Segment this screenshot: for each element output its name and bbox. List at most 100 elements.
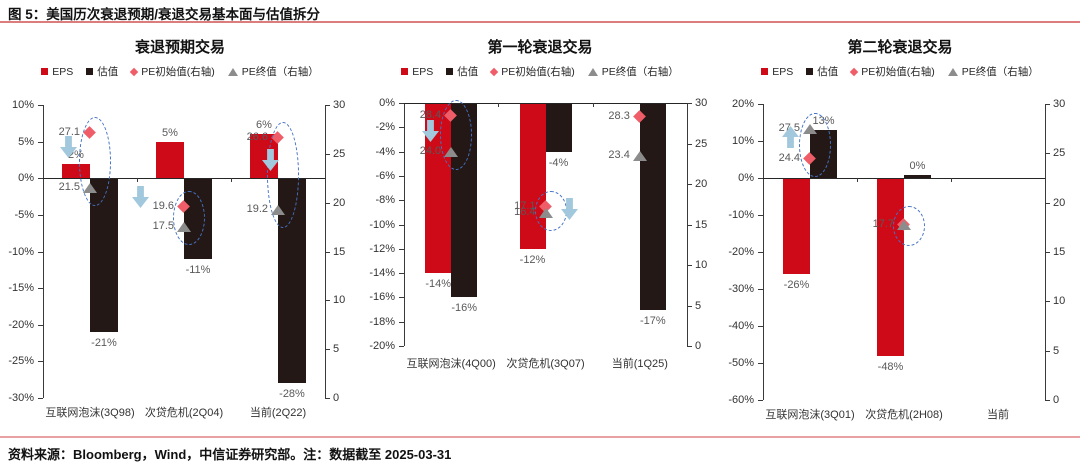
pe-end-label: 19.2 (246, 203, 268, 216)
plot-area: 10% 5% 0% -5% -10% -15% -20% -25% -30% 30 25 20 15 10… (0, 0, 360, 440)
highlight-ellipse (893, 206, 925, 247)
left-axis-tick (399, 176, 404, 177)
pe-end-label: 24.0 (419, 144, 442, 157)
left-axis-tick (758, 363, 763, 364)
pe-start-label: 28.4 (419, 108, 442, 121)
header-rule (0, 21, 1080, 23)
category-label: 次贷危机(3Q07) (506, 358, 585, 370)
highlight-ellipse (799, 112, 831, 178)
bar-value-label: 0% (909, 160, 926, 172)
pe-end-triangle-icon (227, 67, 238, 76)
valuation-bar (639, 103, 666, 310)
pe-end-label: 21.5 (58, 181, 80, 194)
right-axis-tick (325, 398, 330, 399)
bar-value-label: -28% (279, 388, 305, 401)
left-axis-tick (38, 105, 43, 106)
down-arrow-icon (262, 148, 279, 172)
right-axis-tick-label: 30 (333, 99, 346, 111)
left-axis-tick (758, 178, 763, 179)
right-axis-tick (1045, 301, 1050, 302)
right-axis-tick-label: 5 (1053, 345, 1060, 357)
right-axis-tick (325, 300, 330, 301)
legend-item: PE初始值(右轴) (490, 64, 575, 79)
legend-item: PE终值（右轴） (947, 64, 1039, 79)
chart-title: 衰退预期交易 (134, 39, 225, 56)
category-tick (951, 178, 952, 182)
right-axis-tick (687, 265, 692, 266)
legend-label: PE终值（右轴） (241, 66, 319, 78)
eps-square-icon (761, 68, 769, 75)
chart-panel-recession-expectation: 衰退预期交易 EPS 估值 PE初始值(右轴) PE终值（右轴） 10% 5% 0% -5%… (0, 0, 360, 440)
legend-label: 估值 (457, 66, 479, 78)
legend-label: EPS (52, 65, 74, 78)
legend-item: PE终值（右轴） (227, 64, 319, 79)
pe-start-label: 17.1 (514, 200, 536, 213)
right-axis-tick (1045, 351, 1050, 352)
category-tick (592, 103, 594, 107)
pe-start-label: 19.6 (152, 199, 174, 212)
legend-item: PE初始值(右轴) (850, 64, 935, 79)
right-axis-tick (687, 225, 692, 226)
left-axis-tick (758, 252, 763, 253)
category-label: 互联网泡沫(3Q01) (765, 409, 855, 421)
down-arrow-icon (132, 185, 149, 209)
left-axis-tick-label: -10% (369, 219, 395, 231)
right-axis-tick-label: 30 (1053, 98, 1066, 110)
pe-end-marker (632, 151, 647, 162)
right-axis-line (325, 105, 326, 398)
chart-title: 第一轮衰退交易 (487, 39, 593, 56)
right-axis-tick-label: 20 (333, 197, 346, 209)
right-axis-tick-label: 25 (695, 138, 708, 150)
left-axis-tick-label: -12% (369, 243, 395, 255)
legend-label: EPS (412, 65, 434, 78)
left-axis-tick (38, 142, 43, 143)
left-axis-line (763, 104, 764, 400)
bar-value-label: -14% (425, 278, 451, 291)
right-axis-tick (325, 203, 330, 204)
pe-end-label: 17.5 (152, 220, 174, 233)
chart-title: 第二轮衰退交易 (847, 39, 953, 56)
left-axis-line (43, 105, 44, 398)
right-axis-tick-label: 15 (695, 219, 708, 231)
left-axis-tick (758, 215, 763, 216)
left-axis-tick (758, 289, 763, 290)
left-axis-tick-label: -20% (728, 246, 754, 258)
pe-end-triangle-icon (587, 67, 598, 76)
legend-label: EPS (772, 65, 794, 78)
legend-label: PE初始值(右轴) (501, 66, 575, 78)
zero-axis-line (763, 177, 1045, 179)
right-axis-tick (687, 306, 692, 307)
plot-area: 0% -2% -4% -6% -8% -10% -12% -14% -16% -18% -20% 30… (360, 0, 720, 440)
left-axis-tick-label: -18% (369, 316, 395, 328)
bar-value-label: -16% (451, 302, 477, 315)
eps-square-icon (41, 68, 49, 75)
category-tick (231, 178, 232, 183)
left-axis-tick (38, 361, 43, 362)
right-axis-tick (687, 144, 692, 145)
zero-axis-line (43, 177, 325, 180)
legend-label: PE初始值(右轴) (141, 66, 215, 78)
legend-item: 估值 (446, 64, 478, 79)
left-axis-tick-label: 10% (11, 99, 34, 111)
left-axis-tick-label: -20% (369, 340, 395, 352)
category-label: 互联网泡沫(4Q00) (406, 358, 496, 370)
left-axis-tick-label: 5% (18, 136, 34, 148)
pe-end-label: 16.4 (514, 206, 536, 219)
right-axis-tick-label: 15 (333, 246, 346, 258)
right-axis-tick (325, 252, 330, 253)
category-tick (137, 178, 138, 183)
left-axis-tick (758, 104, 763, 105)
right-axis-tick (1045, 400, 1050, 401)
right-axis-tick-label: 0 (1053, 394, 1060, 406)
right-axis-tick (1045, 203, 1050, 204)
left-axis-tick-label: 10% (731, 135, 754, 147)
left-axis-tick (38, 252, 43, 253)
pe-end-label: 23.4 (608, 149, 630, 162)
left-axis-tick-label: -20% (8, 319, 34, 331)
right-axis-tick-label: 25 (333, 148, 346, 160)
footer-rule (0, 436, 1080, 438)
eps-bar (877, 178, 904, 356)
pe-start-label: 26.6 (246, 131, 268, 144)
left-axis-tick-label: -10% (728, 209, 754, 221)
